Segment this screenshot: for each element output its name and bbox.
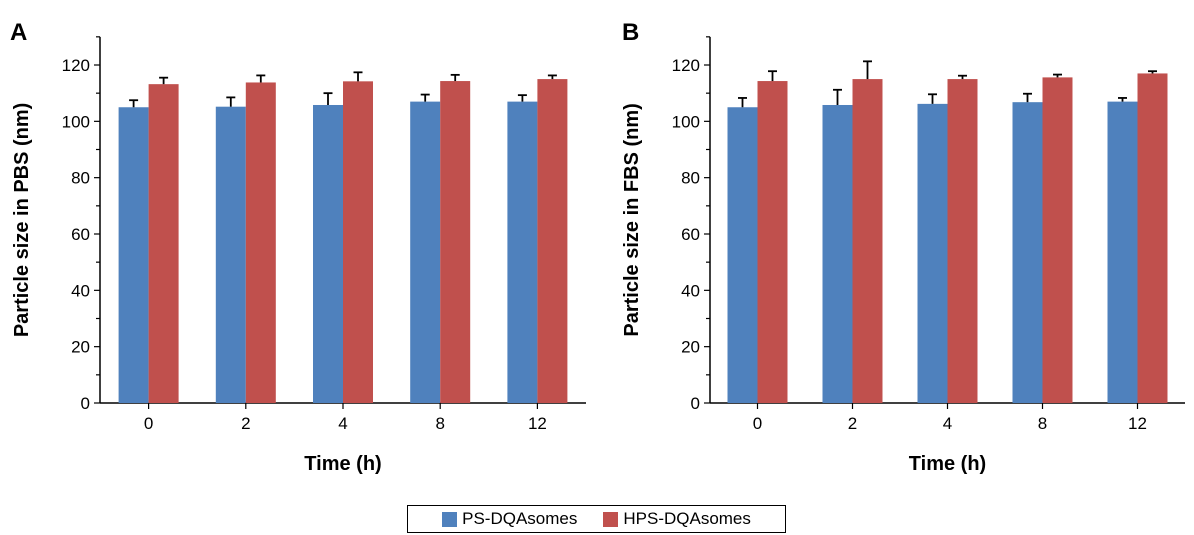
panel-a-x-tick-label: 2 bbox=[241, 414, 250, 433]
panel-b-label: B bbox=[622, 19, 639, 46]
panel-a-y-tick-label: 0 bbox=[81, 394, 90, 413]
panel-a-y-axis-title: Particle size in PBS (nm) bbox=[11, 103, 33, 338]
panel-b-bar-hps bbox=[1137, 73, 1168, 403]
panel-b-bar-hps bbox=[852, 79, 883, 403]
panel-a-bar-ps bbox=[215, 106, 246, 403]
panel-a-x-tick-label: 4 bbox=[338, 414, 347, 433]
panel-b-bar-hps bbox=[1042, 77, 1073, 403]
panel-b-x-tick-label: 4 bbox=[943, 414, 952, 433]
panel-b-bar-hps bbox=[757, 81, 788, 404]
panel-b-x-tick-label: 12 bbox=[1128, 414, 1147, 433]
panel-a-bar-ps bbox=[410, 101, 441, 403]
panel-a-bar-hps bbox=[245, 82, 276, 404]
panel-b-y-tick-label: 120 bbox=[672, 56, 700, 75]
panel-b-bar-ps bbox=[1107, 101, 1138, 403]
panel-b-bar-ps bbox=[727, 107, 758, 403]
panel-a-y-tick-label: 100 bbox=[62, 112, 90, 131]
panel-b-bar-ps bbox=[917, 103, 948, 404]
panel-b-bar-ps bbox=[822, 104, 853, 403]
panel-a-y-tick-label: 20 bbox=[71, 338, 90, 357]
panel-a-x-tick-label: 8 bbox=[435, 414, 444, 433]
legend-swatch-ps-dqasomes bbox=[442, 511, 458, 527]
legend-item-hps-dqasomes: HPS-DQAsomes bbox=[603, 509, 751, 529]
panel-b-x-tick-label: 0 bbox=[753, 414, 762, 433]
legend-label-hps-dqasomes: HPS-DQAsomes bbox=[623, 509, 751, 528]
panel-b-y-axis-title: Particle size in FBS (nm) bbox=[621, 103, 643, 336]
panel-a-y-tick-label: 120 bbox=[62, 56, 90, 75]
panel-a-bar-hps bbox=[537, 79, 568, 403]
panel-b-bar-hps bbox=[947, 79, 978, 403]
panel-b-x-tick-label: 8 bbox=[1038, 414, 1047, 433]
panel-a-x-tick-label: 0 bbox=[144, 414, 153, 433]
panel-a-bar-ps bbox=[507, 101, 538, 403]
panel-a-bar-ps bbox=[118, 107, 149, 403]
legend-item-ps-dqasomes: PS-DQAsomes bbox=[442, 509, 577, 529]
panel-a-x-tick-label: 12 bbox=[528, 414, 547, 433]
panel-a-bar-ps bbox=[313, 104, 343, 403]
panel-b-y-tick-label: 60 bbox=[681, 225, 700, 244]
legend-swatch-hps-dqasomes bbox=[603, 511, 619, 527]
panel-a-label: A bbox=[10, 19, 27, 46]
panel-a-y-tick-label: 80 bbox=[71, 169, 90, 188]
panel-b-bar-ps bbox=[1012, 102, 1043, 404]
panel-b-y-tick-label: 40 bbox=[681, 281, 700, 300]
panel-b-y-tick-label: 80 bbox=[681, 169, 700, 188]
panel-b-y-tick-label: 0 bbox=[691, 394, 700, 413]
panel-a-bar-hps bbox=[343, 81, 373, 403]
legend-label-ps-dqasomes: PS-DQAsomes bbox=[462, 509, 578, 528]
legend: PS-DQAsomes HPS-DQAsomes bbox=[407, 505, 786, 533]
panel-b-y-tick-label: 100 bbox=[672, 112, 700, 131]
panel-a-bar-hps bbox=[440, 81, 471, 404]
panel-a-y-tick-label: 60 bbox=[71, 225, 90, 244]
panel-a-x-axis-title: Time (h) bbox=[304, 453, 381, 475]
panel-a-y-tick-label: 40 bbox=[71, 281, 90, 300]
panel-b-x-tick-label: 2 bbox=[848, 414, 857, 433]
panel-a-bar-hps bbox=[148, 84, 179, 404]
panel-b-y-tick-label: 20 bbox=[681, 338, 700, 357]
panel-b-x-axis-title: Time (h) bbox=[909, 453, 986, 475]
